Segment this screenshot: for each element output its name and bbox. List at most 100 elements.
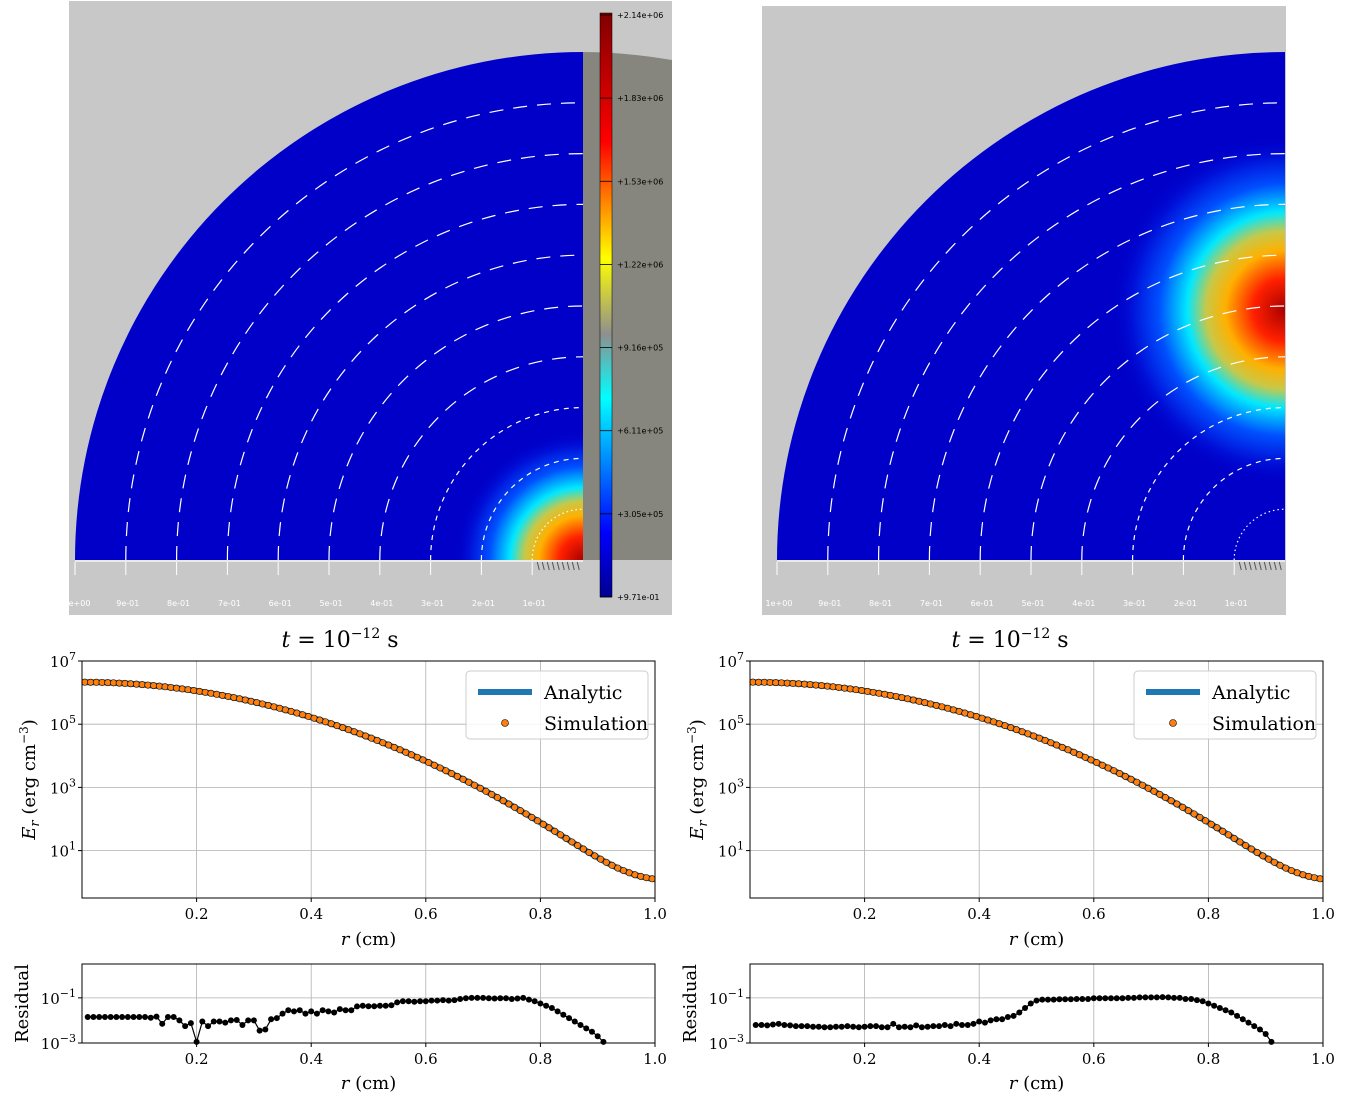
residual-point xyxy=(359,1002,366,1009)
simulation-point xyxy=(904,695,912,703)
simulation-point xyxy=(932,701,940,709)
fine-tick xyxy=(536,561,540,571)
simulation-point xyxy=(995,720,1003,728)
simulation-point xyxy=(642,874,650,882)
colorbar-label: +9.71e-01 xyxy=(617,593,660,602)
residual-point xyxy=(96,1014,103,1021)
residual-point xyxy=(924,1023,931,1030)
left-energy-blob xyxy=(453,430,583,560)
plot-frame xyxy=(81,963,656,1044)
simulation-point xyxy=(293,709,301,717)
simulation-point xyxy=(591,852,599,860)
residual-point xyxy=(838,1023,845,1030)
simulation-point xyxy=(1196,813,1204,821)
fine-tick xyxy=(1243,561,1247,571)
residual-point xyxy=(844,1023,851,1030)
residual-point xyxy=(993,1016,1000,1023)
contour-line xyxy=(480,457,583,560)
simulation-point xyxy=(648,875,656,883)
residual-point xyxy=(1159,994,1166,1001)
radial-tick-label: 8e-01 xyxy=(167,599,190,608)
residual-point xyxy=(411,998,418,1005)
colorbar-label: +2.14e+06 xyxy=(617,11,663,20)
residual-point xyxy=(462,995,469,1002)
simulation-point xyxy=(881,690,889,698)
residual-point xyxy=(1119,995,1126,1002)
fine-tick xyxy=(556,561,560,571)
residual-point xyxy=(205,1023,212,1030)
simulation-point xyxy=(1230,834,1238,842)
simulation-point xyxy=(585,848,593,856)
simulation-point xyxy=(1179,803,1187,811)
x-tick-label: 0.2 xyxy=(185,905,209,923)
residual-point xyxy=(1205,1000,1212,1007)
x-tick-label: 0.6 xyxy=(1082,1050,1106,1068)
contour-line xyxy=(878,153,1285,560)
radial-tick-label: 6e-01 xyxy=(269,599,292,608)
x-tick-label: 0.6 xyxy=(414,905,438,923)
simulation-point xyxy=(471,781,479,789)
simulation-point xyxy=(631,871,639,879)
simulation-point xyxy=(1247,845,1255,853)
residual-point xyxy=(827,1024,834,1031)
y-tick-label: 103 xyxy=(718,776,744,797)
residual-point xyxy=(878,1024,885,1031)
x-tick-label: 0.2 xyxy=(853,905,877,923)
residual-point xyxy=(832,1023,839,1030)
residual-point xyxy=(543,1002,550,1009)
y-axis-label: Residual xyxy=(680,964,701,1043)
residual-point xyxy=(1033,997,1040,1004)
residual-point xyxy=(142,1014,149,1021)
simulation-point xyxy=(858,687,866,695)
simulation-point xyxy=(556,831,564,839)
simulation-point xyxy=(1087,756,1095,764)
plot-frame xyxy=(81,660,656,899)
x-tick-label: 0.2 xyxy=(185,1050,209,1068)
residual-point xyxy=(256,1027,263,1034)
residual-point xyxy=(514,995,521,1002)
radial-tick-label: 9e-01 xyxy=(116,599,139,608)
residual-point xyxy=(348,1007,355,1014)
legend-simulation-label: Simulation xyxy=(544,713,648,735)
residual-point xyxy=(953,1020,960,1027)
simulation-point xyxy=(841,684,849,692)
simulation-point xyxy=(195,687,203,695)
simulation-point xyxy=(829,683,837,691)
residual-point xyxy=(285,1007,292,1014)
residual-point xyxy=(1096,995,1103,1002)
residual-point xyxy=(474,994,481,1001)
residual-point xyxy=(901,1023,908,1030)
residual-point xyxy=(457,995,464,1002)
residual-point xyxy=(136,1014,143,1021)
legend-simulation-swatch xyxy=(1169,719,1177,727)
residual-point xyxy=(930,1023,937,1030)
simulation-point xyxy=(921,699,929,707)
residual-point xyxy=(999,1016,1006,1023)
simulation-point xyxy=(310,714,318,722)
y-tick-label: 10−1 xyxy=(41,987,76,1008)
simulation-point xyxy=(955,707,963,715)
residual-point xyxy=(583,1025,590,1032)
y-tick-label: 105 xyxy=(50,713,76,734)
simulation-point xyxy=(892,692,900,700)
simulation-point xyxy=(304,712,312,720)
fine-tick xyxy=(1248,561,1252,571)
residual-point xyxy=(159,1020,166,1027)
simulation-point xyxy=(846,685,854,693)
residual-point xyxy=(239,1021,246,1028)
colorbar-label: +9.16e+05 xyxy=(617,344,663,353)
residual-point xyxy=(1176,994,1183,1001)
simulation-point xyxy=(961,709,969,717)
simulation-point xyxy=(459,775,467,783)
simulation-point xyxy=(1293,869,1301,877)
simulation-point xyxy=(1299,871,1307,879)
residual-point xyxy=(227,1017,234,1024)
residual-point xyxy=(1268,1038,1275,1045)
residual-point xyxy=(1199,998,1206,1005)
residual-point xyxy=(1004,1014,1011,1021)
residual-point xyxy=(491,995,498,1002)
left-contours xyxy=(125,102,583,560)
residual-point xyxy=(976,1018,983,1025)
simulation-point xyxy=(499,797,507,805)
radial-tick-label: 3e-01 xyxy=(1123,599,1146,608)
